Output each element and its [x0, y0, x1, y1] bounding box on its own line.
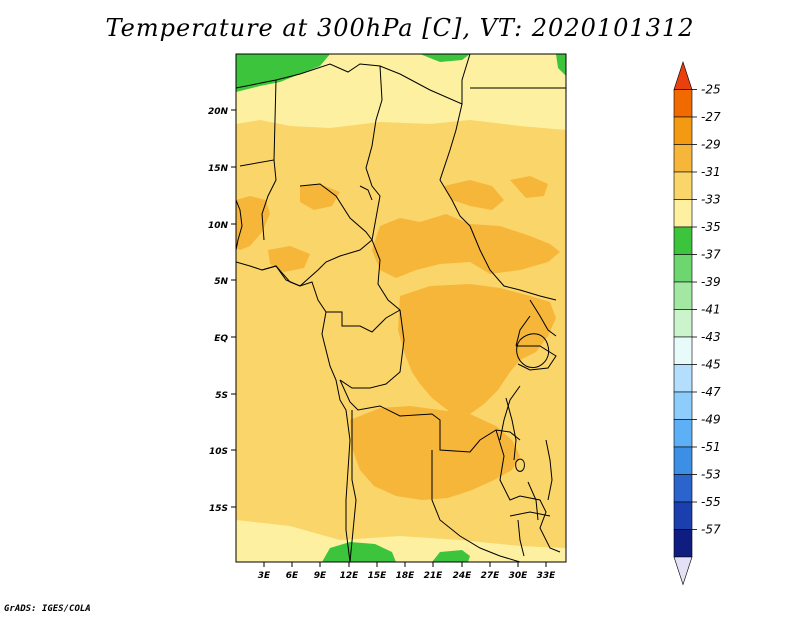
colorbar-label: -43	[701, 330, 721, 344]
colorbar-swatch	[673, 391, 693, 420]
lake-malawi	[527, 481, 539, 521]
colorbar-swatch	[673, 474, 693, 503]
svg-text:18E: 18E	[396, 571, 416, 581]
colorbar-swatch	[673, 446, 693, 475]
colorbar-swatch	[673, 226, 693, 255]
field-green-north-east	[556, 54, 566, 76]
political-boundaries	[236, 54, 566, 562]
field-green-south	[322, 542, 396, 562]
lon-tick-33e: 33E	[537, 562, 557, 581]
colorbar-label: -29	[701, 138, 721, 152]
lake-chad	[359, 185, 373, 201]
map-frame	[235, 53, 567, 563]
colorbar-swatch	[673, 529, 693, 558]
longitude-axis: 3E 6E 9E 12E 15E 18E 21E 24E 27E 30E 33E	[258, 562, 556, 581]
svg-text:6E: 6E	[286, 571, 299, 581]
colorbar-swatch	[673, 364, 693, 393]
lon-tick-24e: 24E	[453, 562, 473, 581]
lat-tick-20n: 20N	[208, 107, 236, 117]
lon-tick-3e: 3E	[258, 562, 271, 581]
field-orange-regions	[236, 176, 560, 500]
colorbar-label: -55	[701, 495, 721, 509]
colorbar-label: -27	[701, 110, 721, 124]
lake-mweru	[515, 458, 525, 472]
colorbar-label: -47	[701, 385, 721, 399]
svg-text:5S: 5S	[215, 391, 228, 401]
field-green-south-small	[432, 550, 470, 562]
svg-text:27E: 27E	[481, 571, 501, 581]
lon-tick-27e: 27E	[481, 562, 501, 581]
lon-tick-12e: 12E	[340, 562, 360, 581]
lat-tick-15s: 15S	[209, 504, 236, 514]
colorbar-label: -33	[701, 193, 721, 207]
colorbar-label: -31	[701, 165, 721, 179]
lat-tick-10s: 10S	[209, 447, 236, 457]
colorbar-swatch	[673, 171, 693, 200]
svg-text:10N: 10N	[208, 221, 229, 231]
colorbar-swatch	[673, 501, 693, 530]
svg-text:10S: 10S	[209, 447, 228, 457]
svg-text:15N: 15N	[208, 164, 229, 174]
lat-tick-10n: 10N	[208, 221, 236, 231]
colorbar-swatch	[673, 336, 693, 365]
colorbar-swatch	[673, 281, 693, 310]
lakes	[359, 185, 550, 521]
svg-text:33E: 33E	[537, 571, 557, 581]
map-title: Temperature at 300hPa [C], VT: 202010131…	[105, 14, 695, 42]
svg-text:12E: 12E	[340, 571, 360, 581]
colorbar-arrow-bottom	[673, 556, 693, 586]
field-north-pale	[236, 54, 566, 130]
lake-tanganyika	[505, 397, 517, 461]
colorbar-swatch	[673, 116, 693, 145]
lon-tick-30e: 30E	[509, 562, 529, 581]
grads-credit: GrADS: IGES/COLA	[4, 604, 91, 614]
lat-tick-15n: 15N	[208, 164, 236, 174]
svg-text:21E: 21E	[424, 571, 444, 581]
latitude-axis: 20N 15N 10N 5N EQ 5S 10S 15S	[208, 107, 236, 514]
colorbar-swatch	[673, 144, 693, 173]
lat-tick-5n: 5N	[214, 277, 236, 287]
field-green-north-west	[236, 54, 330, 92]
svg-text:24E: 24E	[453, 571, 473, 581]
svg-text:3E: 3E	[258, 571, 271, 581]
lon-tick-21e: 21E	[424, 562, 444, 581]
colorbar: -25 -27 -29 -31 -33 -35 -37 -39 -41 -43 -45 -47 -49 -…	[673, 61, 721, 586]
colorbar-label: -41	[701, 303, 721, 317]
colorbar-label: -57	[701, 523, 721, 537]
lon-tick-15e: 15E	[368, 562, 388, 581]
svg-text:EQ: EQ	[214, 334, 228, 344]
svg-text:9E: 9E	[314, 571, 327, 581]
colorbar-label: -49	[701, 413, 721, 427]
coastline	[236, 199, 351, 562]
field-green-north-center	[420, 54, 470, 62]
colorbar-label: -25	[701, 83, 721, 97]
svg-text:15S: 15S	[209, 504, 228, 514]
colorbar-label: -45	[701, 358, 721, 372]
colorbar-label: -39	[701, 275, 721, 289]
lon-tick-18e: 18E	[396, 562, 416, 581]
colorbar-swatch	[673, 199, 693, 228]
colorbar-arrow-top	[673, 61, 693, 90]
svg-text:20N: 20N	[208, 107, 229, 117]
colorbar-label: -35	[701, 220, 721, 234]
lat-tick-5s: 5S	[215, 391, 236, 401]
colorbar-label: -51	[701, 440, 721, 454]
colorbar-label: -53	[701, 468, 721, 482]
colorbar-swatch	[673, 254, 693, 283]
svg-text:15E: 15E	[368, 571, 388, 581]
colorbar-swatch	[673, 89, 693, 118]
lon-tick-9e: 9E	[314, 562, 327, 581]
svg-text:5N: 5N	[214, 277, 228, 287]
lake-victoria	[516, 333, 550, 368]
colorbar-label: -37	[701, 248, 721, 262]
temperature-field	[236, 54, 566, 562]
colorbar-swatch	[673, 419, 693, 448]
colorbar-swatch	[673, 309, 693, 338]
lon-tick-6e: 6E	[286, 562, 299, 581]
field-south-pale	[236, 520, 566, 562]
svg-text:30E: 30E	[509, 571, 529, 581]
lat-tick-eq: EQ	[214, 334, 236, 344]
